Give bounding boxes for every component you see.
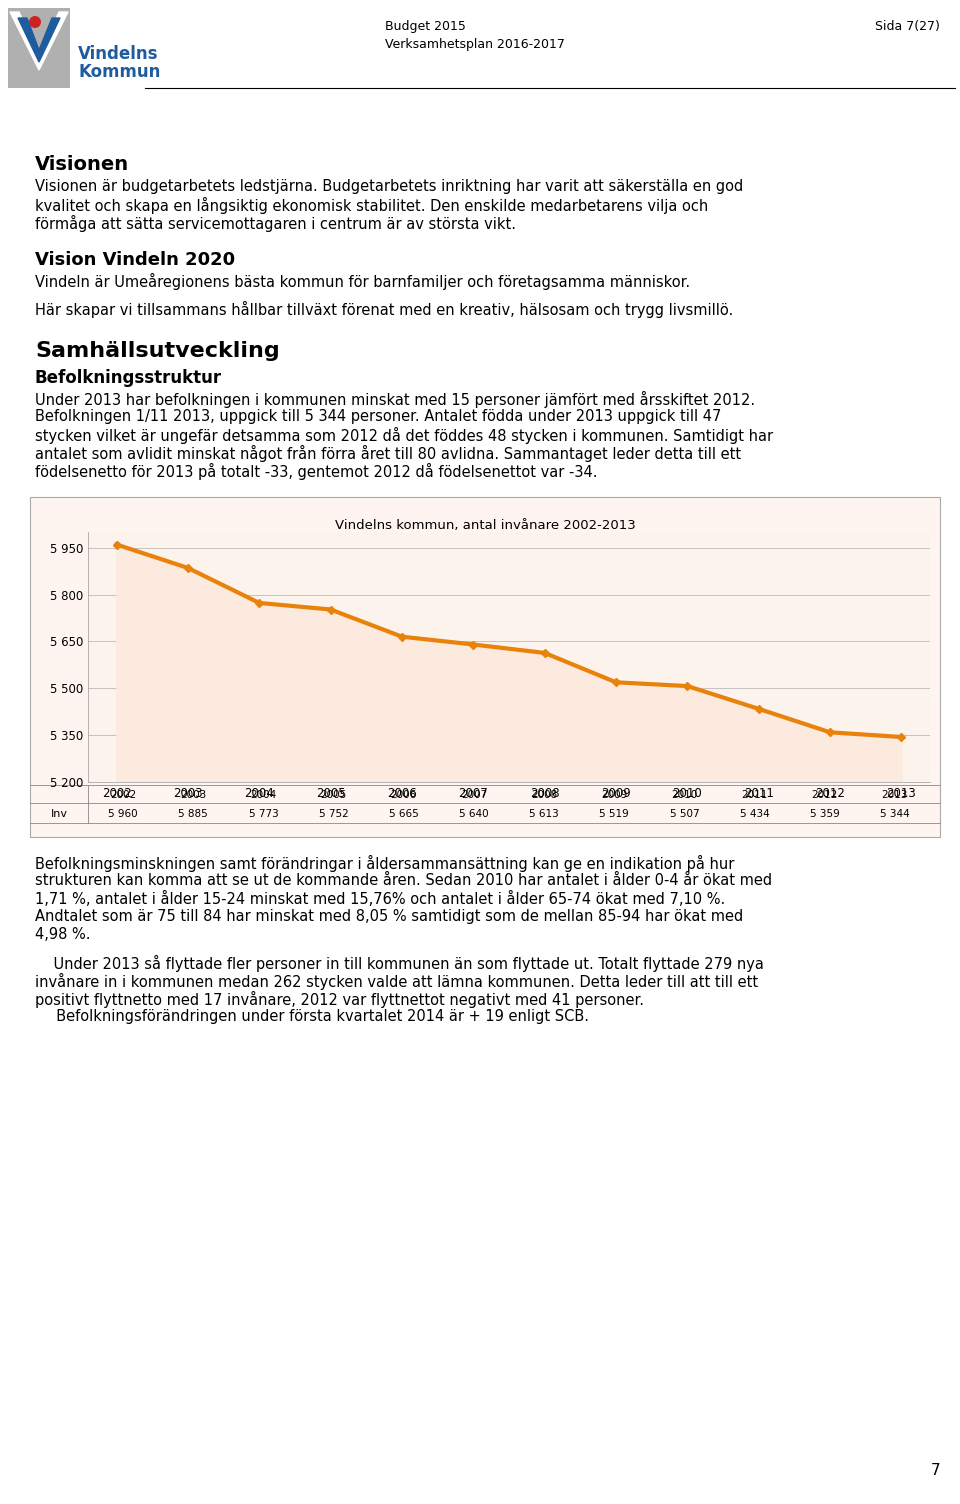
Text: Här skapar vi tillsammans hållbar tillväxt förenat med en kreativ, hälsosam och : Här skapar vi tillsammans hållbar tillvä…: [35, 301, 733, 317]
Text: Befolkningsminskningen samt förändringar i åldersammansättning kan ge en indikat: Befolkningsminskningen samt förändringar…: [35, 854, 734, 872]
Text: 5 960: 5 960: [108, 809, 138, 820]
Text: 2010: 2010: [671, 790, 698, 800]
Text: Samhällsutveckling: Samhällsutveckling: [35, 341, 279, 361]
Text: 2007: 2007: [461, 790, 487, 800]
Text: 2002: 2002: [110, 790, 136, 800]
Text: Vindelns kommun, antal invånare 2002-2013: Vindelns kommun, antal invånare 2002-201…: [335, 519, 636, 532]
Text: Visionen är budgetarbetets ledstjärna. Budgetarbetets inriktning har varit att s: Visionen är budgetarbetets ledstjärna. B…: [35, 179, 743, 194]
Text: 2013: 2013: [881, 790, 908, 800]
Text: Under 2013 har befolkningen i kommunen minskat med 15 personer jämfört med årssk: Under 2013 har befolkningen i kommunen m…: [35, 391, 756, 408]
Text: Befolkningen 1/11 2013, uppgick till 5 344 personer. Antalet födda under 2013 up: Befolkningen 1/11 2013, uppgick till 5 3…: [35, 409, 721, 424]
Text: 5 752: 5 752: [319, 809, 348, 820]
Text: 2004: 2004: [251, 790, 276, 800]
Text: 5 640: 5 640: [459, 809, 489, 820]
Text: kvalitet och skapa en långsiktig ekonomisk stabilitet. Den enskilde medarbetaren: kvalitet och skapa en långsiktig ekonomi…: [35, 197, 708, 214]
Text: födelsenetto för 2013 på totalt -33, gentemot 2012 då födelsenettot var -34.: födelsenetto för 2013 på totalt -33, gen…: [35, 463, 597, 480]
Text: förmåga att sätta servicemottagaren i centrum är av största vikt.: förmåga att sätta servicemottagaren i ce…: [35, 215, 516, 232]
Bar: [30, 496, 940, 838]
Text: Under 2013 så flyttade fler personer in till kommunen än som flyttade ut. Totalt: Under 2013 så flyttade fler personer in …: [35, 955, 764, 972]
Text: Verksamhetsplan 2016-2017: Verksamhetsplan 2016-2017: [385, 38, 564, 51]
Text: 5 507: 5 507: [670, 809, 699, 820]
Text: Budget 2015: Budget 2015: [385, 20, 466, 33]
Text: antalet som avlidit minskat något från förra året till 80 avlidna. Sammantaget l: antalet som avlidit minskat något från f…: [35, 445, 741, 462]
Text: 5 773: 5 773: [249, 809, 278, 820]
Text: 2008: 2008: [531, 790, 557, 800]
Text: 5 885: 5 885: [179, 809, 208, 820]
Text: Vindelns: Vindelns: [78, 45, 158, 63]
Text: positivt flyttnetto med 17 invånare, 2012 var flyttnettot negativt med 41 person: positivt flyttnetto med 17 invånare, 201…: [35, 991, 644, 1008]
Text: 2011: 2011: [741, 790, 768, 800]
Text: 5 613: 5 613: [529, 809, 559, 820]
Text: stycken vilket är ungefär detsamma som 2012 då det föddes 48 stycken i kommunen.: stycken vilket är ungefär detsamma som 2…: [35, 427, 773, 444]
Text: 5 359: 5 359: [810, 809, 840, 820]
Text: Visionen: Visionen: [35, 155, 130, 174]
Text: Inv: Inv: [51, 809, 67, 820]
Text: Andtalet som är 75 till 84 har minskat med 8,05 % samtidigt som de mellan 85-94 : Andtalet som är 75 till 84 har minskat m…: [35, 908, 743, 923]
Polygon shape: [10, 12, 68, 71]
Text: Vindeln är Umeåregionens bästa kommun för barnfamiljer och företagsamma människo: Vindeln är Umeåregionens bästa kommun fö…: [35, 274, 690, 290]
Text: invånare in i kommunen medan 262 stycken valde att lämna kommunen. Detta leder t: invånare in i kommunen medan 262 stycken…: [35, 973, 758, 990]
Text: 5 434: 5 434: [740, 809, 770, 820]
Bar: [8, 8, 70, 89]
Text: 2006: 2006: [391, 790, 417, 800]
Text: 5 344: 5 344: [880, 809, 910, 820]
Text: strukturen kan komma att se ut de kommande åren. Sedan 2010 har antalet i ålder : strukturen kan komma att se ut de komman…: [35, 872, 772, 887]
Text: 2005: 2005: [321, 790, 347, 800]
Text: 2009: 2009: [601, 790, 628, 800]
Text: 2012: 2012: [811, 790, 838, 800]
Text: 1,71 %, antalet i ålder 15-24 minskat med 15,76% och antalet i ålder 65-74 ökat : 1,71 %, antalet i ålder 15-24 minskat me…: [35, 890, 725, 907]
Text: 5 519: 5 519: [599, 809, 629, 820]
Text: Befolkningsstruktur: Befolkningsstruktur: [35, 368, 222, 387]
Text: Befolkningsförändringen under första kvartalet 2014 är + 19 enligt SCB.: Befolkningsförändringen under första kva…: [47, 1009, 589, 1024]
Text: 7: 7: [930, 1463, 940, 1478]
Text: Sida 7(27): Sida 7(27): [876, 20, 940, 33]
Text: 5 665: 5 665: [389, 809, 419, 820]
Text: Vision Vindeln 2020: Vision Vindeln 2020: [35, 251, 235, 269]
Polygon shape: [18, 18, 60, 62]
Text: 2003: 2003: [180, 790, 206, 800]
Text: Kommun: Kommun: [78, 63, 160, 81]
Circle shape: [29, 17, 41, 29]
Text: 4,98 %.: 4,98 %.: [35, 926, 90, 942]
